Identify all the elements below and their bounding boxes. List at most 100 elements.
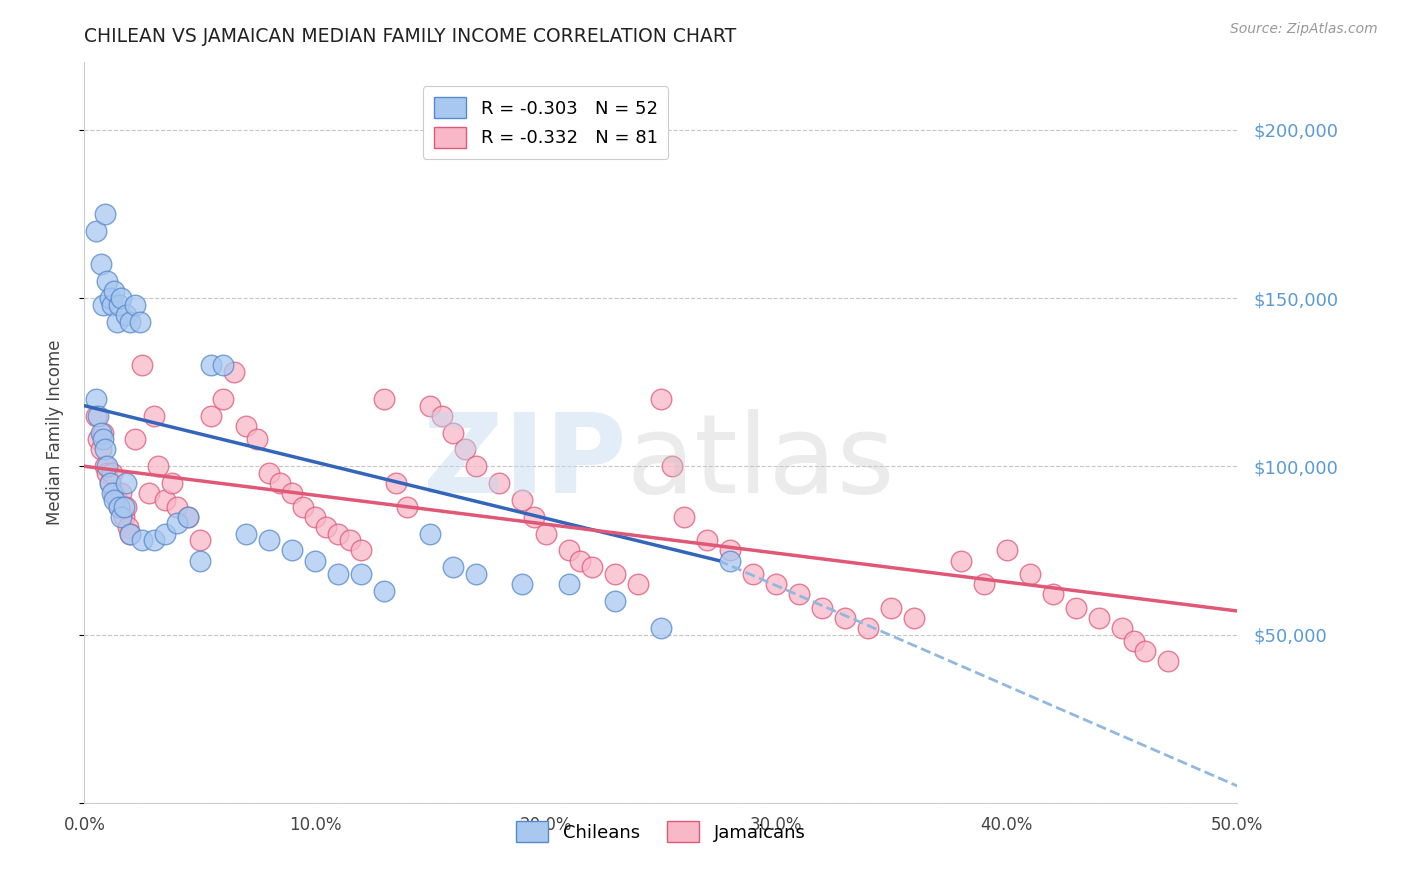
Point	[350, 543, 373, 558]
Point	[146, 459, 169, 474]
Point	[315, 520, 337, 534]
Point	[84, 392, 107, 406]
Point	[94, 442, 117, 457]
Point	[350, 566, 373, 581]
Point	[120, 526, 142, 541]
Point	[115, 476, 138, 491]
Point	[304, 509, 326, 524]
Point	[281, 543, 304, 558]
Point	[246, 433, 269, 447]
Point	[1064, 600, 1087, 615]
Text: atlas: atlas	[626, 409, 894, 516]
Point	[973, 577, 995, 591]
Point	[465, 459, 488, 474]
Point	[269, 476, 291, 491]
Point	[557, 543, 579, 558]
Point	[419, 526, 441, 541]
Point	[112, 500, 135, 514]
Point	[91, 298, 114, 312]
Point	[326, 526, 349, 541]
Point	[419, 399, 441, 413]
Point	[858, 621, 880, 635]
Point	[235, 418, 257, 433]
Point	[142, 533, 165, 548]
Point	[98, 291, 121, 305]
Point	[281, 486, 304, 500]
Point	[96, 459, 118, 474]
Point	[89, 257, 111, 271]
Point	[454, 442, 477, 457]
Y-axis label: Median Family Income: Median Family Income	[45, 340, 63, 525]
Point	[89, 442, 111, 457]
Point	[200, 359, 222, 373]
Point	[188, 553, 211, 567]
Point	[105, 314, 128, 328]
Point	[103, 486, 125, 500]
Point	[441, 425, 464, 440]
Point	[142, 409, 165, 423]
Point	[200, 409, 222, 423]
Point	[257, 466, 280, 480]
Point	[603, 594, 626, 608]
Point	[1157, 655, 1180, 669]
Point	[304, 553, 326, 567]
Point	[120, 314, 142, 328]
Point	[124, 433, 146, 447]
Point	[108, 500, 131, 514]
Point	[235, 526, 257, 541]
Point	[650, 392, 672, 406]
Point	[120, 526, 142, 541]
Point	[87, 409, 110, 423]
Point	[115, 500, 138, 514]
Point	[124, 298, 146, 312]
Point	[441, 560, 464, 574]
Text: CHILEAN VS JAMAICAN MEDIAN FAMILY INCOME CORRELATION CHART: CHILEAN VS JAMAICAN MEDIAN FAMILY INCOME…	[84, 27, 737, 45]
Point	[101, 466, 124, 480]
Point	[650, 621, 672, 635]
Point	[128, 314, 150, 328]
Point	[177, 509, 200, 524]
Point	[718, 543, 741, 558]
Point	[373, 583, 395, 598]
Point	[131, 359, 153, 373]
Point	[91, 425, 114, 440]
Point	[787, 587, 810, 601]
Point	[949, 553, 972, 567]
Point	[98, 476, 121, 491]
Point	[995, 543, 1018, 558]
Point	[211, 359, 233, 373]
Point	[89, 425, 111, 440]
Point	[166, 516, 188, 531]
Point	[742, 566, 765, 581]
Point	[105, 492, 128, 507]
Point	[465, 566, 488, 581]
Point	[84, 224, 107, 238]
Point	[160, 476, 183, 491]
Point	[384, 476, 406, 491]
Point	[110, 291, 132, 305]
Point	[94, 459, 117, 474]
Point	[101, 298, 124, 312]
Point	[903, 610, 925, 624]
Point	[257, 533, 280, 548]
Point	[1133, 644, 1156, 658]
Point	[84, 409, 107, 423]
Point	[603, 566, 626, 581]
Point	[396, 500, 419, 514]
Point	[488, 476, 510, 491]
Point	[1042, 587, 1064, 601]
Point	[166, 500, 188, 514]
Legend: Chileans, Jamaicans: Chileans, Jamaicans	[509, 814, 813, 849]
Point	[834, 610, 856, 624]
Point	[339, 533, 361, 548]
Point	[373, 392, 395, 406]
Point	[1018, 566, 1040, 581]
Point	[512, 492, 534, 507]
Point	[292, 500, 315, 514]
Point	[672, 509, 695, 524]
Point	[103, 285, 125, 299]
Point	[153, 526, 176, 541]
Point	[98, 476, 121, 491]
Point	[108, 298, 131, 312]
Point	[211, 392, 233, 406]
